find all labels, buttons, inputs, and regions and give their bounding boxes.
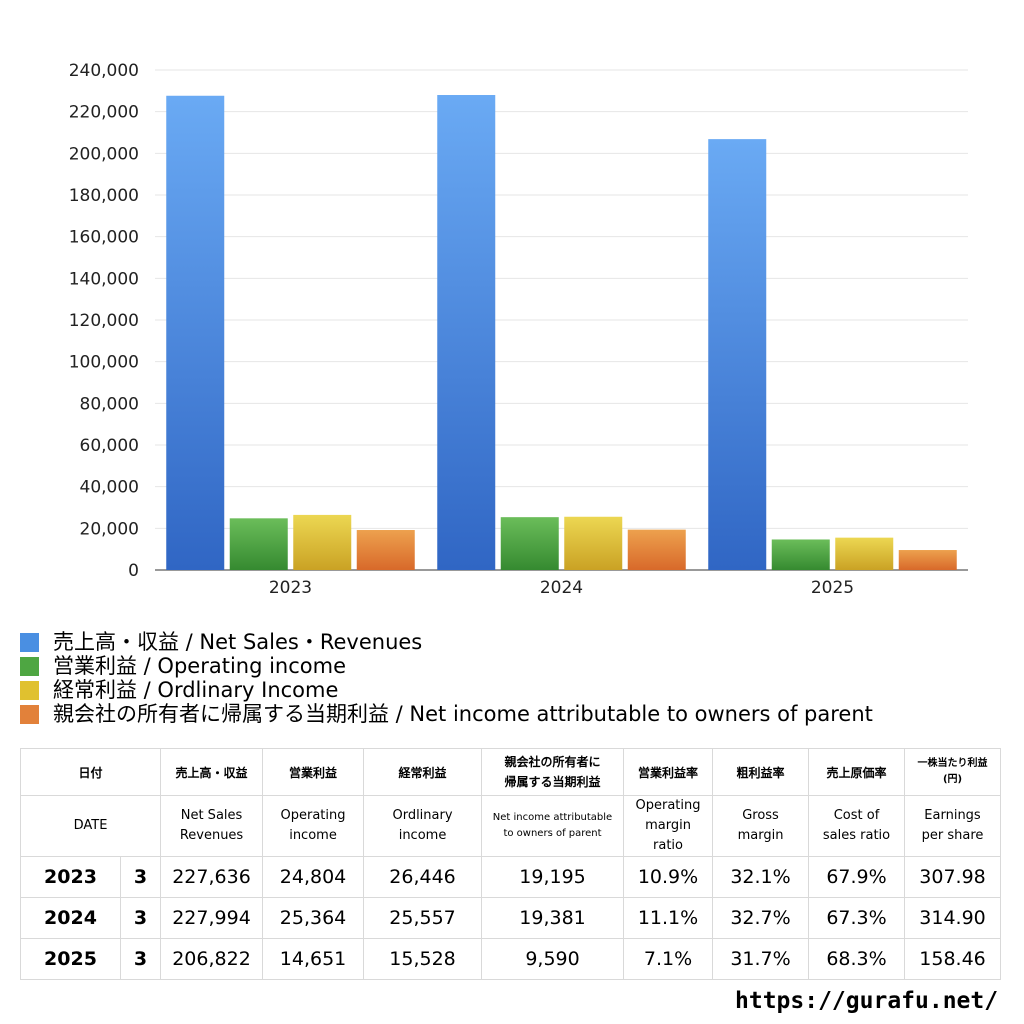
bar	[229, 518, 288, 570]
header-date-en: DATE	[19, 795, 162, 857]
header-date-jp: 日付	[19, 748, 162, 796]
y-tick-label: 180,000	[69, 186, 139, 206]
cell-operating-income: 24,804	[262, 856, 365, 898]
y-tick-label: 80,000	[80, 394, 139, 414]
bar	[293, 514, 352, 570]
table-row: 2025 3 206,822 14,651 15,528 9,590 7.1% …	[20, 938, 1002, 980]
row-month: 3	[119, 938, 162, 980]
bar	[898, 550, 957, 570]
bar	[166, 95, 225, 570]
header-eps-jp: 一株当たり利益 (円)	[904, 748, 1002, 796]
legend-label-operating-income: 営業利益 / Operating income	[53, 654, 347, 678]
bar	[437, 95, 496, 570]
cell-gross-margin: 32.7%	[712, 897, 810, 939]
x-tick-label: 2023	[269, 578, 312, 598]
y-tick-label: 160,000	[69, 228, 139, 248]
cell-cost-ratio: 67.3%	[808, 897, 906, 939]
bar	[627, 529, 686, 570]
bar	[771, 539, 830, 570]
y-tick-label: 120,000	[69, 311, 139, 331]
legend-item-ordinary-income: 経常利益 / Ordlinary Income	[20, 678, 873, 702]
legend-label-ordinary-income: 経常利益 / Ordlinary Income	[53, 678, 339, 702]
y-tick-label: 20,000	[80, 519, 139, 539]
bar	[500, 517, 559, 570]
legend-swatch-net-income	[20, 704, 39, 724]
legend-item-operating-income: 営業利益 / Operating income	[20, 654, 873, 678]
legend-swatch-ordinary-income	[20, 680, 39, 700]
cell-ordinary-income: 15,528	[363, 938, 483, 980]
cell-eps: 314.90	[904, 897, 1002, 939]
y-tick-label: 240,000	[69, 61, 139, 81]
y-tick-label: 60,000	[80, 436, 139, 456]
header-cost-ratio-en: Cost of sales ratio	[808, 795, 906, 857]
y-tick-label: 200,000	[69, 144, 139, 164]
header-net-income-en: Net income attributable to owners of par…	[481, 795, 625, 857]
y-tick-label: 220,000	[69, 103, 139, 123]
table-row: 2023 3 227,636 24,804 26,446 19,195 10.9…	[20, 856, 1002, 898]
y-tick-label: 140,000	[69, 269, 139, 289]
bar	[835, 537, 894, 570]
row-month: 3	[119, 897, 162, 939]
cell-cost-ratio: 67.9%	[808, 856, 906, 898]
cell-net-sales: 227,994	[160, 897, 264, 939]
bar	[708, 139, 767, 570]
bar-chart: 0 20,000 40,000 60,000 80,000 100,000 120,000 1…	[69, 61, 968, 598]
header-net-sales-en: Net Sales Revenues	[160, 795, 264, 857]
header-net-income-jp: 親会社の所有者に 帰属する当期利益	[481, 748, 625, 796]
cell-operating-income: 14,651	[262, 938, 365, 980]
cell-gross-margin: 32.1%	[712, 856, 810, 898]
cell-operating-income: 25,364	[262, 897, 365, 939]
financial-table: 日付 売上高・収益 営業利益 経常利益 親会社の所有者に 帰属する当期利益 営業…	[19, 748, 1002, 980]
chart-legend: 売上高・収益 / Net Sales・Revenues 営業利益 / Opera…	[20, 630, 873, 726]
header-cost-ratio-jp: 売上原価率	[808, 748, 906, 796]
header-gross-margin-jp: 粗利益率	[712, 748, 810, 796]
y-tick-label: 40,000	[80, 478, 139, 498]
header-operating-margin-jp: 営業利益率	[623, 748, 714, 796]
header-eps-en: Earnings per share	[904, 795, 1002, 857]
cell-gross-margin: 31.7%	[712, 938, 810, 980]
header-gross-margin-en: Gross margin	[712, 795, 810, 857]
cell-cost-ratio: 68.3%	[808, 938, 906, 980]
x-tick-label: 2025	[811, 578, 854, 598]
cell-ordinary-income: 26,446	[363, 856, 483, 898]
table-header-japanese: 日付 売上高・収益 営業利益 経常利益 親会社の所有者に 帰属する当期利益 営業…	[19, 748, 1002, 796]
cell-eps: 158.46	[904, 938, 1002, 980]
y-tick-label: 0	[128, 561, 139, 581]
cell-net-income: 19,195	[481, 856, 625, 898]
bar	[564, 516, 623, 570]
header-ordinary-income-en: Ordlinary income	[363, 795, 483, 857]
cell-net-income: 19,381	[481, 897, 625, 939]
row-year: 2024	[20, 897, 121, 939]
cell-operating-margin: 10.9%	[623, 856, 714, 898]
bar	[356, 530, 415, 570]
cell-net-income: 9,590	[481, 938, 625, 980]
cell-operating-margin: 7.1%	[623, 938, 714, 980]
cell-net-sales: 206,822	[160, 938, 264, 980]
cell-eps: 307.98	[904, 856, 1002, 898]
legend-item-net-income: 親会社の所有者に帰属する当期利益 / Net income attributab…	[20, 702, 873, 726]
row-year: 2023	[20, 856, 121, 898]
header-operating-income-en: Operating income	[262, 795, 365, 857]
header-net-sales-jp: 売上高・収益	[160, 748, 264, 796]
header-operating-income-jp: 営業利益	[262, 748, 365, 796]
legend-item-net-sales: 売上高・収益 / Net Sales・Revenues	[20, 630, 873, 654]
legend-label-net-sales: 売上高・収益 / Net Sales・Revenues	[53, 630, 423, 654]
row-month: 3	[119, 856, 162, 898]
x-tick-label: 2024	[540, 578, 583, 598]
legend-swatch-net-sales	[20, 632, 39, 652]
y-tick-label: 100,000	[69, 353, 139, 373]
source-url: https://gurafu.net/	[735, 988, 999, 1014]
cell-ordinary-income: 25,557	[363, 897, 483, 939]
legend-label-net-income: 親会社の所有者に帰属する当期利益 / Net income attributab…	[53, 702, 873, 726]
header-operating-margin-en: Operating margin ratio	[623, 795, 714, 857]
legend-swatch-operating-income	[20, 656, 39, 676]
cell-net-sales: 227,636	[160, 856, 264, 898]
cell-operating-margin: 11.1%	[623, 897, 714, 939]
row-year: 2025	[20, 938, 121, 980]
table-row: 2024 3 227,994 25,364 25,557 19,381 11.1…	[20, 897, 1002, 939]
table-header-english: DATE Net Sales Revenues Operating income…	[19, 795, 1002, 857]
header-ordinary-income-jp: 経常利益	[363, 748, 483, 796]
